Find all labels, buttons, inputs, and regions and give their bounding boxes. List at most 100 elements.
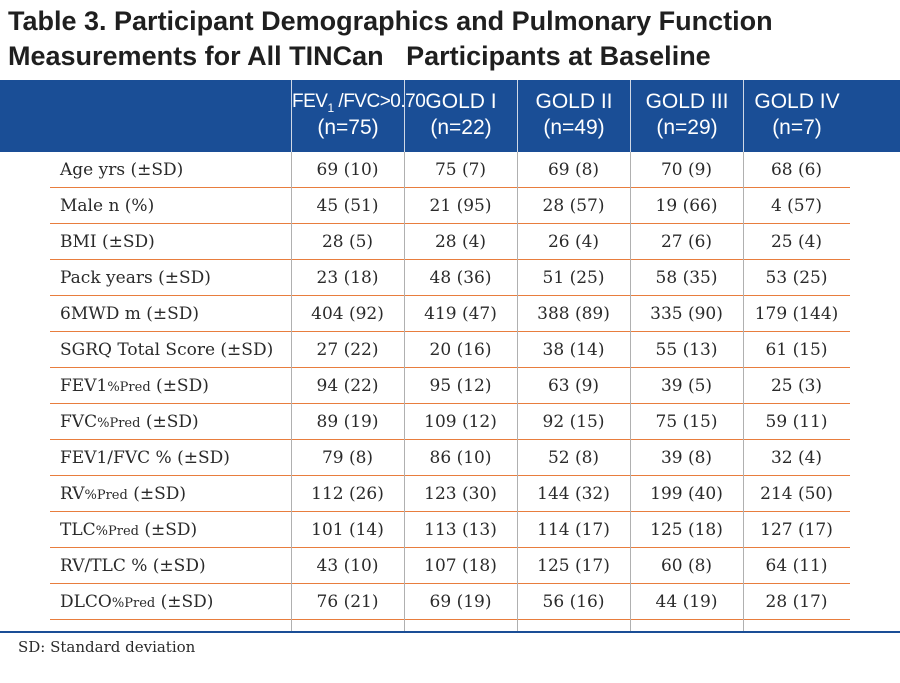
table-cell: 179 (144) — [743, 295, 850, 332]
column-divider — [630, 152, 631, 631]
table-cell: 28 (4) — [404, 223, 517, 260]
table-row: FVC%Pred (±SD) 89 (19) 109 (12) 92 (15) 75 (… — [0, 403, 850, 440]
header-divider — [743, 80, 744, 152]
row-spacer — [0, 152, 50, 188]
row-label: Age yrs (±SD) — [50, 152, 291, 188]
table-cell: 114 (17) — [517, 511, 630, 548]
row-label: RV/TLC % (±SD) — [50, 547, 291, 584]
row-spacer — [0, 296, 50, 332]
column-header-gold-2: GOLD II (n=49) — [518, 80, 630, 152]
table-cell: 123 (30) — [404, 475, 517, 512]
table-cell: 20 (16) — [404, 331, 517, 368]
table-cell: 125 (18) — [630, 511, 743, 548]
table-cell: 28 (5) — [291, 223, 404, 260]
table-cell: 26 (4) — [517, 223, 630, 260]
column-divider — [517, 152, 518, 631]
row-spacer — [0, 188, 50, 224]
column-header-line-2: (n=75) — [317, 116, 379, 139]
table-cell: 69 (8) — [517, 152, 630, 188]
table-cell: 61 (15) — [743, 331, 850, 368]
table-cell: 4 (57) — [743, 187, 850, 224]
header-divider — [630, 80, 631, 152]
row-label: Pack years (±SD) — [50, 259, 291, 296]
column-divider — [743, 152, 744, 631]
row-label: 6MWD m (±SD) — [50, 295, 291, 332]
table-cell: 69 (10) — [291, 152, 404, 188]
table-cell: 64 (11) — [743, 547, 850, 584]
table-cell: 39 (8) — [630, 439, 743, 476]
column-header-gold-1: GOLD I (n=22) — [405, 80, 517, 152]
table-cell: 404 (92) — [291, 295, 404, 332]
title-line-1: Table 3. Participant Demographics and Pu… — [8, 6, 773, 36]
table-cell: 92 (15) — [517, 403, 630, 440]
row-spacer — [0, 332, 50, 368]
data-table: Age yrs (±SD) 69 (10) 75 (7) 69 (8) 70 (9) 68… — [0, 152, 850, 620]
column-header-gold-4: GOLD IV (n=7) — [744, 80, 850, 152]
table-cell: 53 (25) — [743, 259, 850, 296]
table-row: Pack years (±SD) 23 (18) 48 (36) 51 (25) 58 … — [0, 259, 850, 296]
table-cell: 89 (19) — [291, 403, 404, 440]
table-cell: 199 (40) — [630, 475, 743, 512]
title-line-2: Measurements for All TINCan Participants… — [8, 41, 711, 71]
table-cell: 335 (90) — [630, 295, 743, 332]
table-cell: 60 (8) — [630, 547, 743, 584]
table-row: 6MWD m (±SD) 404 (92) 419 (47) 388 (89) 335 … — [0, 295, 850, 332]
table-cell: 125 (17) — [517, 547, 630, 584]
table-row: Male n (%) 45 (51) 21 (95) 28 (57) 19 (66) 4 … — [0, 187, 850, 224]
row-label: BMI (±SD) — [50, 223, 291, 260]
row-spacer — [0, 584, 50, 620]
table-row: FEV1%Pred (±SD) 94 (22) 95 (12) 63 (9) 39 (5… — [0, 367, 850, 404]
column-header-line-1: GOLD I — [425, 90, 497, 113]
table-row: DLCO%Pred (±SD) 76 (21) 69 (19) 56 (16) 44 (… — [0, 583, 850, 620]
table-cell: 127 (17) — [743, 511, 850, 548]
row-spacer — [0, 512, 50, 548]
table-cell: 58 (35) — [630, 259, 743, 296]
header-divider — [404, 80, 405, 152]
table-cell: 27 (6) — [630, 223, 743, 260]
column-header-gold-3: GOLD III (n=29) — [631, 80, 743, 152]
column-divider — [291, 152, 292, 631]
table-cell: 419 (47) — [404, 295, 517, 332]
column-header-line-1: GOLD IV — [754, 90, 840, 113]
table-cell: 68 (6) — [743, 152, 850, 188]
row-label: DLCO%Pred (±SD) — [50, 583, 291, 620]
table-cell: 38 (14) — [517, 331, 630, 368]
table-cell: 21 (95) — [404, 187, 517, 224]
table-cell: 51 (25) — [517, 259, 630, 296]
row-spacer — [0, 476, 50, 512]
table-header: FEV1 /FVC>0.70 (n=75) GOLD I (n=22) GOLD… — [0, 80, 900, 152]
footnote: SD: Standard deviation — [18, 638, 196, 656]
row-label: RV%Pred (±SD) — [50, 475, 291, 512]
row-spacer — [0, 440, 50, 476]
table-cell: 76 (21) — [291, 583, 404, 620]
table-cell: 28 (17) — [743, 583, 850, 620]
table-cell: 56 (16) — [517, 583, 630, 620]
table-cell: 144 (32) — [517, 475, 630, 512]
table-cell: 43 (10) — [291, 547, 404, 584]
table-cell: 39 (5) — [630, 367, 743, 404]
table-cell: 388 (89) — [517, 295, 630, 332]
table-cell: 28 (57) — [517, 187, 630, 224]
row-spacer — [0, 404, 50, 440]
table-cell: 79 (8) — [291, 439, 404, 476]
table-row: TLC%Pred (±SD) 101 (14) 113 (13) 114 (17) 12… — [0, 511, 850, 548]
table-cell: 44 (19) — [630, 583, 743, 620]
row-label: FEV1/FVC % (±SD) — [50, 439, 291, 476]
column-header-line-2: (n=22) — [430, 116, 492, 139]
table-cell: 75 (7) — [404, 152, 517, 188]
row-spacer — [0, 548, 50, 584]
table-cell: 109 (12) — [404, 403, 517, 440]
table-row: BMI (±SD) 28 (5) 28 (4) 26 (4) 27 (6) 25 (4) — [0, 223, 850, 260]
row-label: Male n (%) — [50, 187, 291, 224]
row-label: FVC%Pred (±SD) — [50, 403, 291, 440]
table-cell: 214 (50) — [743, 475, 850, 512]
table-cell: 107 (18) — [404, 547, 517, 584]
table-cell: 95 (12) — [404, 367, 517, 404]
row-spacer — [0, 260, 50, 296]
table-cell: 69 (19) — [404, 583, 517, 620]
table-row: SGRQ Total Score (±SD) 27 (22) 20 (16) 38 (… — [0, 331, 850, 368]
table-title: Table 3. Participant Demographics and Pu… — [8, 4, 898, 74]
column-header-line-2: (n=49) — [543, 116, 605, 139]
table-cell: 86 (10) — [404, 439, 517, 476]
table-cell: 113 (13) — [404, 511, 517, 548]
